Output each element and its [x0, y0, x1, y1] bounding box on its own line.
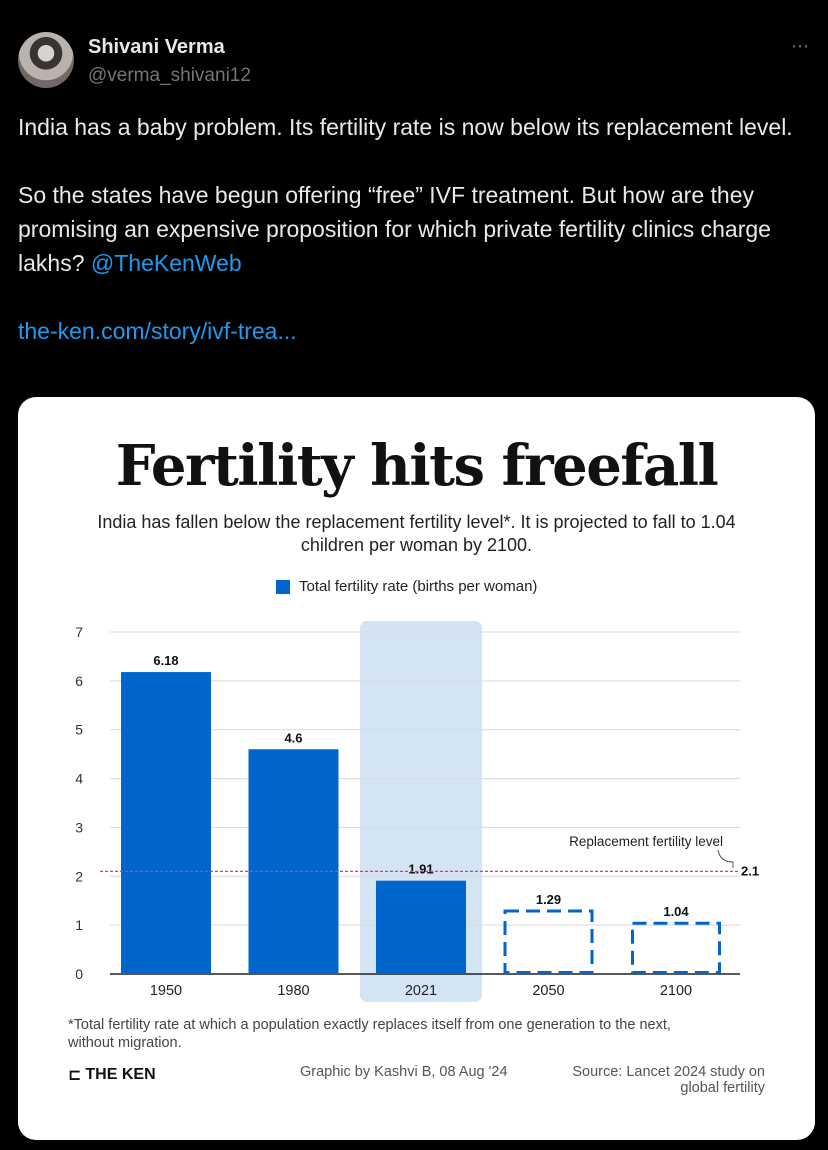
bar: [121, 672, 211, 974]
brand-name: THE KEN: [85, 1066, 156, 1083]
bar-chart: 0 1 2 3 4 5 6 7 6.18 1950 4.6 1980 1.91 2021 1.29 2050 1…: [75, 621, 759, 1002]
replacement-callout-connector: [717, 849, 734, 868]
bar-value-label: 4.6: [284, 730, 302, 745]
bar: [248, 749, 339, 974]
bar-value-label: 1.91: [408, 862, 433, 877]
tweet-text: India has a baby problem. Its fertility …: [18, 110, 810, 348]
user-handle[interactable]: @verma_shivani12: [88, 65, 251, 86]
more-options-icon[interactable]: ⋯: [791, 36, 810, 56]
y-tick-label: 2: [75, 868, 83, 884]
x-tick-label: 1980: [277, 983, 309, 999]
y-tick-label: 7: [75, 624, 83, 640]
projected-bar: [503, 909, 594, 975]
x-tick-label: 1950: [150, 983, 182, 999]
chart-legend: Total fertility rate (births per woman): [276, 578, 537, 595]
graphic-credit: Graphic by Kashvi B, 08 Aug '24: [300, 1064, 508, 1080]
article-link[interactable]: the-ken.com/story/ivf-trea...: [18, 318, 297, 344]
avatar[interactable]: [18, 32, 74, 88]
chart-title: Fertility hits freefall: [115, 433, 719, 499]
chart-footnote: *Total fertility rate at which a populat…: [68, 1017, 671, 1051]
legend-label: Total fertility rate (births per woman): [299, 578, 538, 595]
bar: [376, 880, 466, 974]
display-name[interactable]: Shivani Verma: [88, 36, 225, 58]
chart-source: Source: Lancet 2024 study on global fert…: [572, 1064, 765, 1096]
chart-subtitle: India has fallen below the replacement f…: [97, 512, 736, 555]
bar-value-label: 1.04: [663, 904, 689, 919]
brand-logo: ⊏ THE KEN: [68, 1065, 156, 1085]
y-tick-label: 6: [75, 673, 83, 689]
bar-value-label: 6.18: [153, 653, 178, 668]
tweet-paragraph-2-text: So the states have begun offering “free”…: [18, 182, 771, 276]
projected-bar: [631, 921, 721, 975]
mention-link[interactable]: @TheKenWeb: [90, 250, 242, 276]
tweet-header: Shivani Verma @verma_shivani12 ⋯: [18, 32, 810, 92]
y-tick-label: 3: [75, 819, 83, 835]
y-tick-label: 4: [75, 771, 83, 787]
tweet-paragraph-1: India has a baby problem. Its fertility …: [18, 114, 793, 140]
x-tick-label: 2021: [405, 983, 437, 999]
legend-swatch: [276, 579, 290, 594]
y-tick-label: 5: [75, 722, 83, 738]
y-tick-label: 1: [75, 917, 83, 933]
y-tick-label: 0: [75, 966, 83, 982]
bar-value-label: 1.29: [536, 892, 561, 907]
replacement-value-label: 2.1: [741, 863, 759, 878]
x-tick-label: 2100: [660, 983, 692, 999]
tweet-paragraph-2: So the states have begun offering “free”…: [18, 178, 810, 280]
replacement-line-label: Replacement fertility level: [569, 834, 723, 849]
chart-card[interactable]: Fertility hits freefall India has fallen…: [18, 397, 815, 1140]
x-tick-label: 2050: [532, 983, 564, 999]
brand-mark-icon: ⊏: [68, 1067, 82, 1084]
